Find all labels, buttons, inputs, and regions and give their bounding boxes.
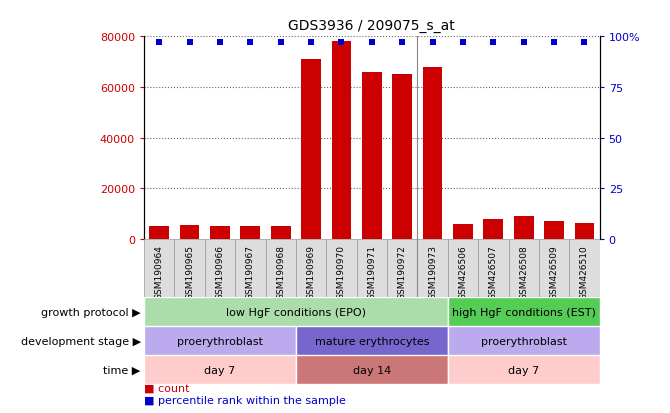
Bar (448, 297, 600, 326)
Text: GSM190964: GSM190964 (155, 244, 163, 299)
Bar (417, 240, 448, 297)
Bar (296, 326, 448, 355)
Text: GSM190970: GSM190970 (337, 244, 346, 299)
Text: growth protocol ▶: growth protocol ▶ (41, 307, 141, 317)
Point (336, 40, 347, 47)
Text: ■ count: ■ count (144, 382, 190, 392)
Text: ■ percentile rank within the sample: ■ percentile rank within the sample (144, 395, 346, 405)
Text: mature erythrocytes: mature erythrocytes (315, 336, 429, 346)
Text: GSM426507: GSM426507 (489, 244, 498, 299)
Bar (180, 225, 200, 240)
Bar (302, 60, 321, 240)
Bar (210, 226, 230, 240)
Bar (448, 240, 478, 297)
Text: development stage ▶: development stage ▶ (21, 336, 141, 346)
Bar (570, 240, 600, 297)
Bar (453, 224, 473, 240)
Bar (484, 219, 503, 240)
Point (306, 40, 316, 47)
Bar (393, 75, 412, 240)
Bar (265, 240, 296, 297)
Text: low HgF conditions (EPO): low HgF conditions (EPO) (226, 307, 366, 317)
Text: GSM190972: GSM190972 (398, 244, 407, 299)
Bar (144, 326, 296, 355)
Text: GSM190969: GSM190969 (307, 244, 316, 299)
Text: high HgF conditions (EST): high HgF conditions (EST) (452, 307, 596, 317)
Point (579, 40, 590, 47)
Point (488, 40, 498, 47)
Bar (205, 240, 235, 297)
Point (184, 40, 195, 47)
Text: day 7: day 7 (204, 365, 236, 375)
Text: GSM426510: GSM426510 (580, 244, 589, 299)
Text: time ▶: time ▶ (103, 365, 141, 375)
Text: proerythroblast: proerythroblast (480, 336, 567, 346)
Bar (575, 223, 594, 240)
Bar (539, 240, 570, 297)
Point (154, 40, 165, 47)
Text: day 7: day 7 (508, 365, 539, 375)
Text: GSM190971: GSM190971 (367, 244, 377, 299)
Text: GSM426508: GSM426508 (519, 244, 528, 299)
Title: GDS3936 / 209075_s_at: GDS3936 / 209075_s_at (289, 19, 455, 33)
Bar (149, 227, 169, 240)
Point (397, 40, 407, 47)
Point (458, 40, 468, 47)
Point (214, 40, 225, 47)
Bar (296, 240, 326, 297)
Bar (544, 222, 564, 240)
Bar (448, 355, 600, 384)
Bar (271, 227, 291, 240)
Bar (326, 240, 356, 297)
Bar (448, 326, 600, 355)
Text: GSM190967: GSM190967 (246, 244, 255, 299)
Point (549, 40, 559, 47)
Bar (478, 240, 509, 297)
Text: GSM190973: GSM190973 (428, 244, 437, 299)
Point (245, 40, 256, 47)
Bar (423, 68, 442, 240)
Text: day 14: day 14 (352, 365, 391, 375)
Bar (362, 73, 382, 240)
Text: GSM426506: GSM426506 (458, 244, 468, 299)
Point (275, 40, 286, 47)
Text: GSM426509: GSM426509 (549, 244, 559, 299)
Text: GSM190968: GSM190968 (276, 244, 285, 299)
Bar (174, 240, 205, 297)
Bar (387, 240, 417, 297)
Bar (235, 240, 265, 297)
Bar (356, 240, 387, 297)
Bar (144, 355, 296, 384)
Bar (241, 226, 260, 240)
Point (427, 40, 438, 47)
Text: GSM190966: GSM190966 (216, 244, 224, 299)
Bar (296, 355, 448, 384)
Bar (509, 240, 539, 297)
Point (366, 40, 377, 47)
Bar (332, 42, 351, 240)
Text: proerythroblast: proerythroblast (177, 336, 263, 346)
Point (519, 40, 529, 47)
Bar (514, 217, 533, 240)
Text: GSM190965: GSM190965 (185, 244, 194, 299)
Bar (144, 240, 174, 297)
Bar (144, 297, 448, 326)
